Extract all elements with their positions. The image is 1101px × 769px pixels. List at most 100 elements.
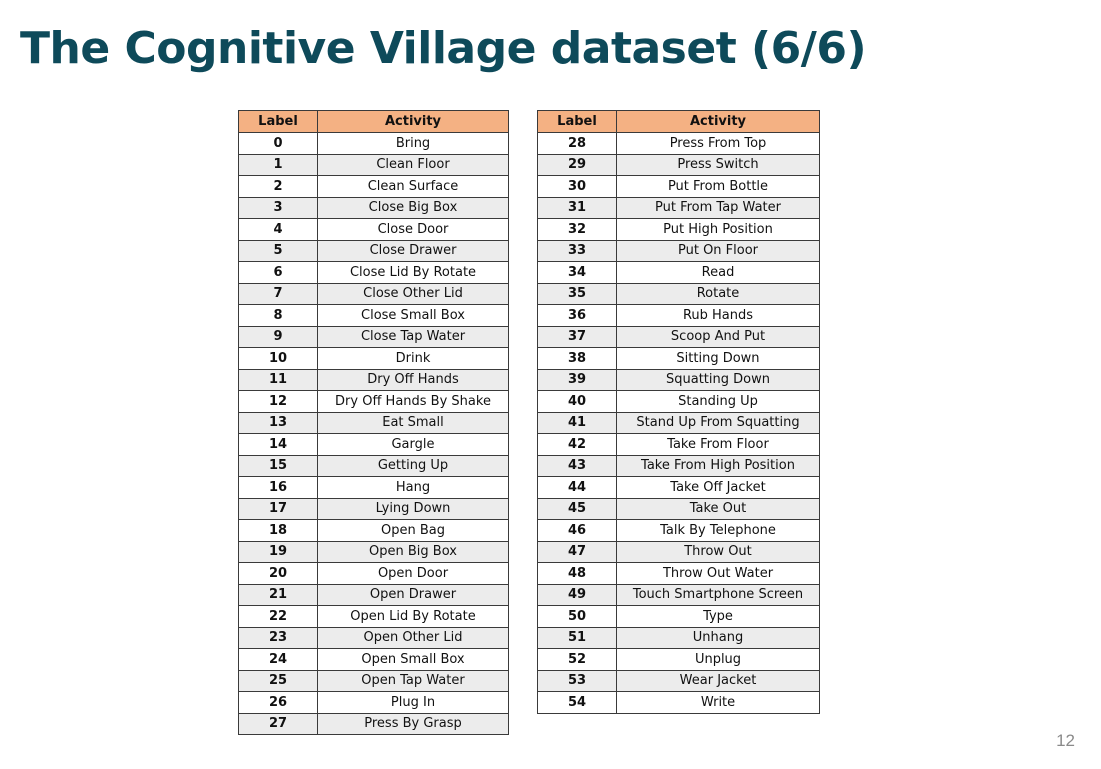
table-row: 30 Put From Bottle	[537, 175, 820, 198]
label-cell: 25	[238, 669, 318, 692]
activity-cell: Open Other Lid	[317, 626, 509, 649]
activity-cell: Plug In	[317, 691, 509, 714]
activity-table-left: Label Activity 0 Bring 1 Clean Floor 2 Clean …	[238, 110, 509, 735]
activity-column-header: Activity	[317, 110, 509, 133]
activity-cell: Write	[616, 691, 820, 714]
table-row: 12 Dry Off Hands By Shake	[238, 390, 509, 413]
activity-cell: Lying Down	[317, 497, 509, 520]
table-row: 0 Bring	[238, 132, 509, 155]
label-cell: 52	[537, 648, 617, 671]
activity-cell: Hang	[317, 476, 509, 499]
table-row: 3 Close Big Box	[238, 196, 509, 219]
table-row: 43 Take From High Position	[537, 454, 820, 477]
activity-cell: Read	[616, 261, 820, 284]
page-number: 12	[1056, 731, 1075, 750]
activity-cell: Close Tap Water	[317, 325, 509, 348]
activity-cell: Eat Small	[317, 411, 509, 434]
activity-cell: Scoop And Put	[616, 325, 820, 348]
activity-cell: Rub Hands	[616, 304, 820, 327]
table-row: 4 Close Door	[238, 218, 509, 241]
activity-cell: Throw Out	[616, 540, 820, 563]
table-row: 54 Write	[537, 691, 820, 714]
table-row: 40 Standing Up	[537, 390, 820, 413]
label-cell: 30	[537, 175, 617, 198]
activity-cell: Close Door	[317, 218, 509, 241]
label-cell: 39	[537, 368, 617, 391]
table-body-right: 28 Press From Top 29 Press Switch 30 Put From…	[537, 132, 820, 714]
label-cell: 4	[238, 218, 318, 241]
label-cell: 7	[238, 282, 318, 305]
table-row: 18 Open Bag	[238, 519, 509, 542]
table-row: 23 Open Other Lid	[238, 626, 509, 649]
table-row: 36 Rub Hands	[537, 304, 820, 327]
label-cell: 17	[238, 497, 318, 520]
table-row: 16 Hang	[238, 476, 509, 499]
label-cell: 19	[238, 540, 318, 563]
label-cell: 42	[537, 433, 617, 456]
table-row: 52 Unplug	[537, 648, 820, 671]
table-row: 50 Type	[537, 605, 820, 628]
activity-cell: Take Off Jacket	[616, 476, 820, 499]
label-cell: 13	[238, 411, 318, 434]
table-row: 37 Scoop And Put	[537, 325, 820, 348]
label-cell: 44	[537, 476, 617, 499]
table-row: 48 Throw Out Water	[537, 562, 820, 585]
activity-cell: Gargle	[317, 433, 509, 456]
label-cell: 41	[537, 411, 617, 434]
label-cell: 32	[537, 218, 617, 241]
label-cell: 45	[537, 497, 617, 520]
table-row: 49 Touch Smartphone Screen	[537, 583, 820, 606]
label-cell: 48	[537, 562, 617, 585]
label-cell: 40	[537, 390, 617, 413]
table-row: 45 Take Out	[537, 497, 820, 520]
table-row: 22 Open Lid By Rotate	[238, 605, 509, 628]
activity-cell: Getting Up	[317, 454, 509, 477]
label-cell: 18	[238, 519, 318, 542]
activity-cell: Open Drawer	[317, 583, 509, 606]
table-row: 20 Open Door	[238, 562, 509, 585]
activity-cell: Put High Position	[616, 218, 820, 241]
table-row: 41 Stand Up From Squatting	[537, 411, 820, 434]
table-row: 29 Press Switch	[537, 153, 820, 176]
activity-cell: Put On Floor	[616, 239, 820, 262]
table-row: 7 Close Other Lid	[238, 282, 509, 305]
activity-cell: Take Out	[616, 497, 820, 520]
table-row: 42 Take From Floor	[537, 433, 820, 456]
label-cell: 27	[238, 712, 318, 735]
activity-cell: Press From Top	[616, 132, 820, 155]
table-header-row: Label Activity	[537, 110, 820, 133]
activity-cell: Put From Tap Water	[616, 196, 820, 219]
label-cell: 16	[238, 476, 318, 499]
label-cell: 28	[537, 132, 617, 155]
label-column-header: Label	[537, 110, 617, 133]
table-row: 38 Sitting Down	[537, 347, 820, 370]
activity-cell: Take From High Position	[616, 454, 820, 477]
activity-cell: Close Other Lid	[317, 282, 509, 305]
table-row: 34 Read	[537, 261, 820, 284]
table-body-left: 0 Bring 1 Clean Floor 2 Clean Surface 3 Close B…	[238, 132, 509, 735]
table-row: 1 Clean Floor	[238, 153, 509, 176]
table-row: 32 Put High Position	[537, 218, 820, 241]
activity-column-header: Activity	[616, 110, 820, 133]
table-row: 6 Close Lid By Rotate	[238, 261, 509, 284]
label-cell: 6	[238, 261, 318, 284]
table-row: 17 Lying Down	[238, 497, 509, 520]
activity-cell: Close Drawer	[317, 239, 509, 262]
table-row: 44 Take Off Jacket	[537, 476, 820, 499]
activity-cell: Open Tap Water	[317, 669, 509, 692]
label-cell: 34	[537, 261, 617, 284]
table-row: 46 Talk By Telephone	[537, 519, 820, 542]
table-row: 27 Press By Grasp	[238, 712, 509, 735]
label-cell: 22	[238, 605, 318, 628]
label-cell: 49	[537, 583, 617, 606]
label-cell: 43	[537, 454, 617, 477]
label-cell: 10	[238, 347, 318, 370]
table-row: 39 Squatting Down	[537, 368, 820, 391]
table-row: 9 Close Tap Water	[238, 325, 509, 348]
label-cell: 8	[238, 304, 318, 327]
label-cell: 37	[537, 325, 617, 348]
activity-cell: Open Door	[317, 562, 509, 585]
table-row: 21 Open Drawer	[238, 583, 509, 606]
activity-cell: Open Lid By Rotate	[317, 605, 509, 628]
label-cell: 12	[238, 390, 318, 413]
